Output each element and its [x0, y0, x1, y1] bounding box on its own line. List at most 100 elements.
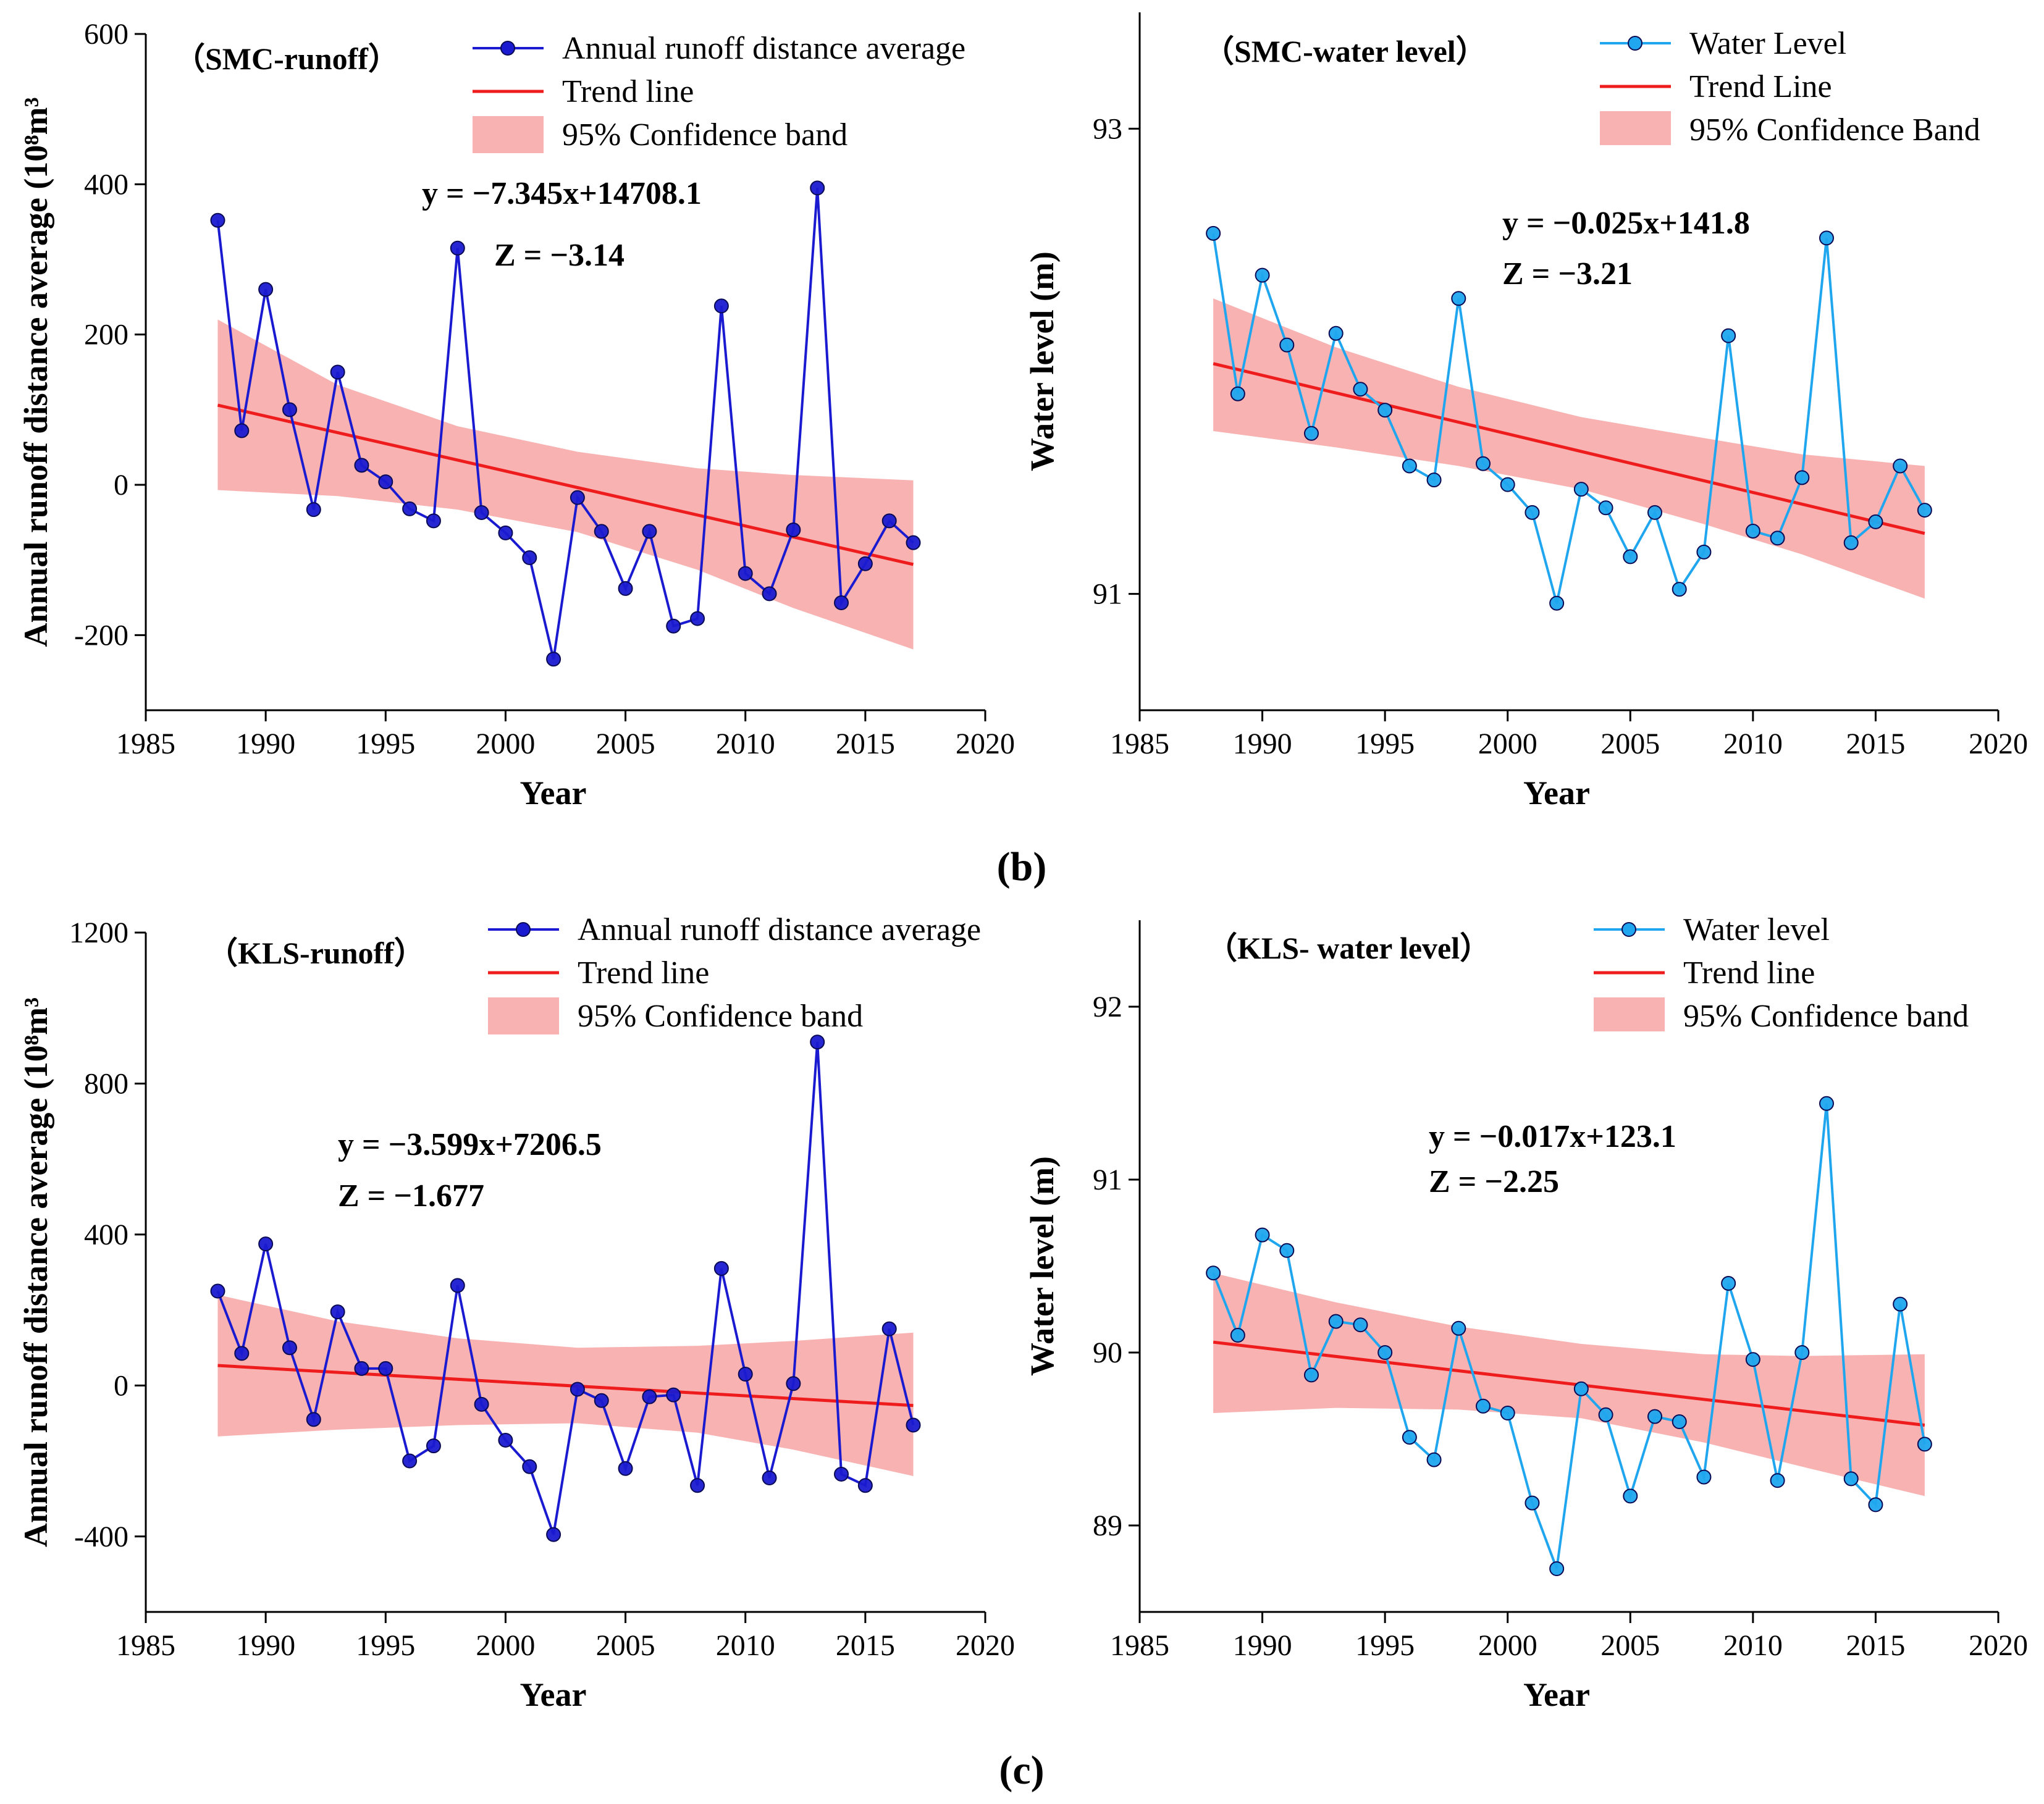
x-axis-label: Year	[1523, 1676, 1590, 1713]
data-point	[330, 364, 345, 380]
x-tick-label: 2000	[476, 728, 535, 760]
data-point	[1304, 1367, 1319, 1383]
data-point	[1377, 403, 1393, 418]
data-point	[234, 423, 250, 438]
data-point	[1451, 1320, 1466, 1336]
y-tick-label: 400	[84, 168, 128, 201]
x-tick-label: 1990	[236, 1629, 295, 1662]
x-tick-label: 1985	[1110, 728, 1169, 760]
data-point	[1525, 1495, 1540, 1511]
data-point	[1255, 267, 1270, 283]
series-line	[1212, 233, 1926, 604]
y-tick-label: 89	[1093, 1509, 1122, 1542]
data-point	[666, 618, 681, 634]
y-tick-label: -400	[74, 1521, 128, 1553]
data-point	[713, 1261, 729, 1276]
y-tick-label: 0	[114, 1369, 128, 1402]
data-point	[474, 1396, 489, 1412]
data-point	[306, 502, 321, 518]
series-line	[216, 188, 914, 660]
y-axis-label: Annual runoff distance average (10⁸m³	[17, 97, 54, 647]
data-point	[1770, 1473, 1785, 1488]
panel-2: 1985 1990 1995 2000 2005 2010 2015 2020 91 93 Year…	[1024, 12, 2028, 812]
data-point	[1426, 1452, 1442, 1467]
data-point	[762, 1470, 777, 1486]
y-tick-label: 0	[114, 469, 128, 501]
legend-label: 95% Confidence Band	[1689, 112, 1980, 148]
data-point	[282, 402, 297, 417]
x-tick-label: 1985	[116, 728, 175, 760]
legend-band-swatch	[473, 116, 544, 153]
x-tick-label: 2000	[1478, 1629, 1537, 1662]
data-point	[210, 212, 225, 228]
data-point	[762, 586, 777, 602]
series-line	[216, 1042, 915, 1535]
data-point	[282, 1340, 297, 1356]
data-point	[1206, 1265, 1221, 1281]
regression-equation: y = −0.025x+141.8	[1502, 206, 1750, 241]
data-point	[522, 550, 537, 566]
x-tick-label: 2015	[1846, 1629, 1905, 1662]
data-point	[1672, 1414, 1687, 1429]
panel-1: 1985 1990 1995 2000 2005 2010 2015 2020 -200 0 200…	[17, 18, 1015, 812]
data-point	[666, 1387, 681, 1403]
data-point	[1377, 1345, 1393, 1360]
legend-label: Trend Line	[1689, 69, 1832, 104]
data-point	[1230, 1328, 1245, 1343]
data-point	[642, 1389, 657, 1404]
legend-label: Annual runoff distance average	[578, 912, 981, 947]
data-point	[330, 1304, 345, 1320]
y-axis-label: Water level (m)	[1024, 251, 1061, 471]
data-point	[234, 1346, 250, 1361]
z-statistic: Z = −1.677	[338, 1178, 484, 1214]
data-point	[690, 1478, 705, 1493]
y-tick-label: 200	[84, 319, 128, 351]
data-point	[546, 652, 561, 667]
data-point	[1721, 328, 1736, 343]
data-point	[546, 1527, 561, 1542]
legend-label: Water Level	[1689, 26, 1846, 61]
x-tick-label: 1985	[1110, 1629, 1169, 1662]
data-point	[1573, 1381, 1589, 1396]
data-point	[1549, 595, 1565, 611]
regression-equation: y = −0.017x+123.1	[1429, 1119, 1676, 1154]
data-point	[1745, 1352, 1760, 1367]
data-point	[618, 1461, 633, 1476]
legend-label: Trend line	[578, 955, 709, 991]
x-tick-label: 1990	[1233, 728, 1292, 760]
data-point	[306, 1412, 321, 1427]
y-tick-label: 91	[1093, 1164, 1122, 1196]
data-point	[906, 535, 921, 550]
legend-series-marker	[1628, 36, 1642, 51]
data-point	[857, 1478, 873, 1493]
y-tick-label: 800	[84, 1067, 128, 1100]
y-tick-label: 92	[1093, 991, 1122, 1023]
data-point	[594, 1393, 609, 1408]
data-point	[1598, 500, 1613, 516]
x-tick-label: 2015	[836, 728, 895, 760]
data-point	[1893, 458, 1908, 474]
data-point	[1402, 458, 1417, 474]
data-point	[402, 501, 418, 516]
data-point	[1745, 523, 1760, 539]
x-tick-label: 1985	[116, 1629, 175, 1662]
data-point	[1868, 514, 1883, 529]
x-axis-label: Year	[520, 774, 587, 812]
y-tick-label: -200	[74, 619, 128, 652]
data-point	[1623, 1488, 1638, 1504]
data-point	[1402, 1430, 1417, 1445]
data-point	[1426, 472, 1442, 488]
legend-label: Trend line	[562, 74, 694, 109]
x-tick-label: 2010	[716, 1629, 775, 1662]
legend-label: 95% Confidence band	[1683, 999, 1969, 1034]
z-statistic: Z = −3.21	[1502, 256, 1633, 292]
y-tick-label: 93	[1093, 112, 1122, 145]
series-line	[1212, 1103, 1926, 1569]
x-axis-label: Year	[1523, 774, 1590, 812]
data-point	[1451, 291, 1466, 306]
data-point	[810, 1034, 825, 1050]
data-point	[1476, 1398, 1491, 1414]
y-axis-label: Water level (m)	[1024, 1156, 1061, 1376]
x-axis-label: Year	[520, 1676, 587, 1713]
data-point	[1819, 1096, 1834, 1111]
